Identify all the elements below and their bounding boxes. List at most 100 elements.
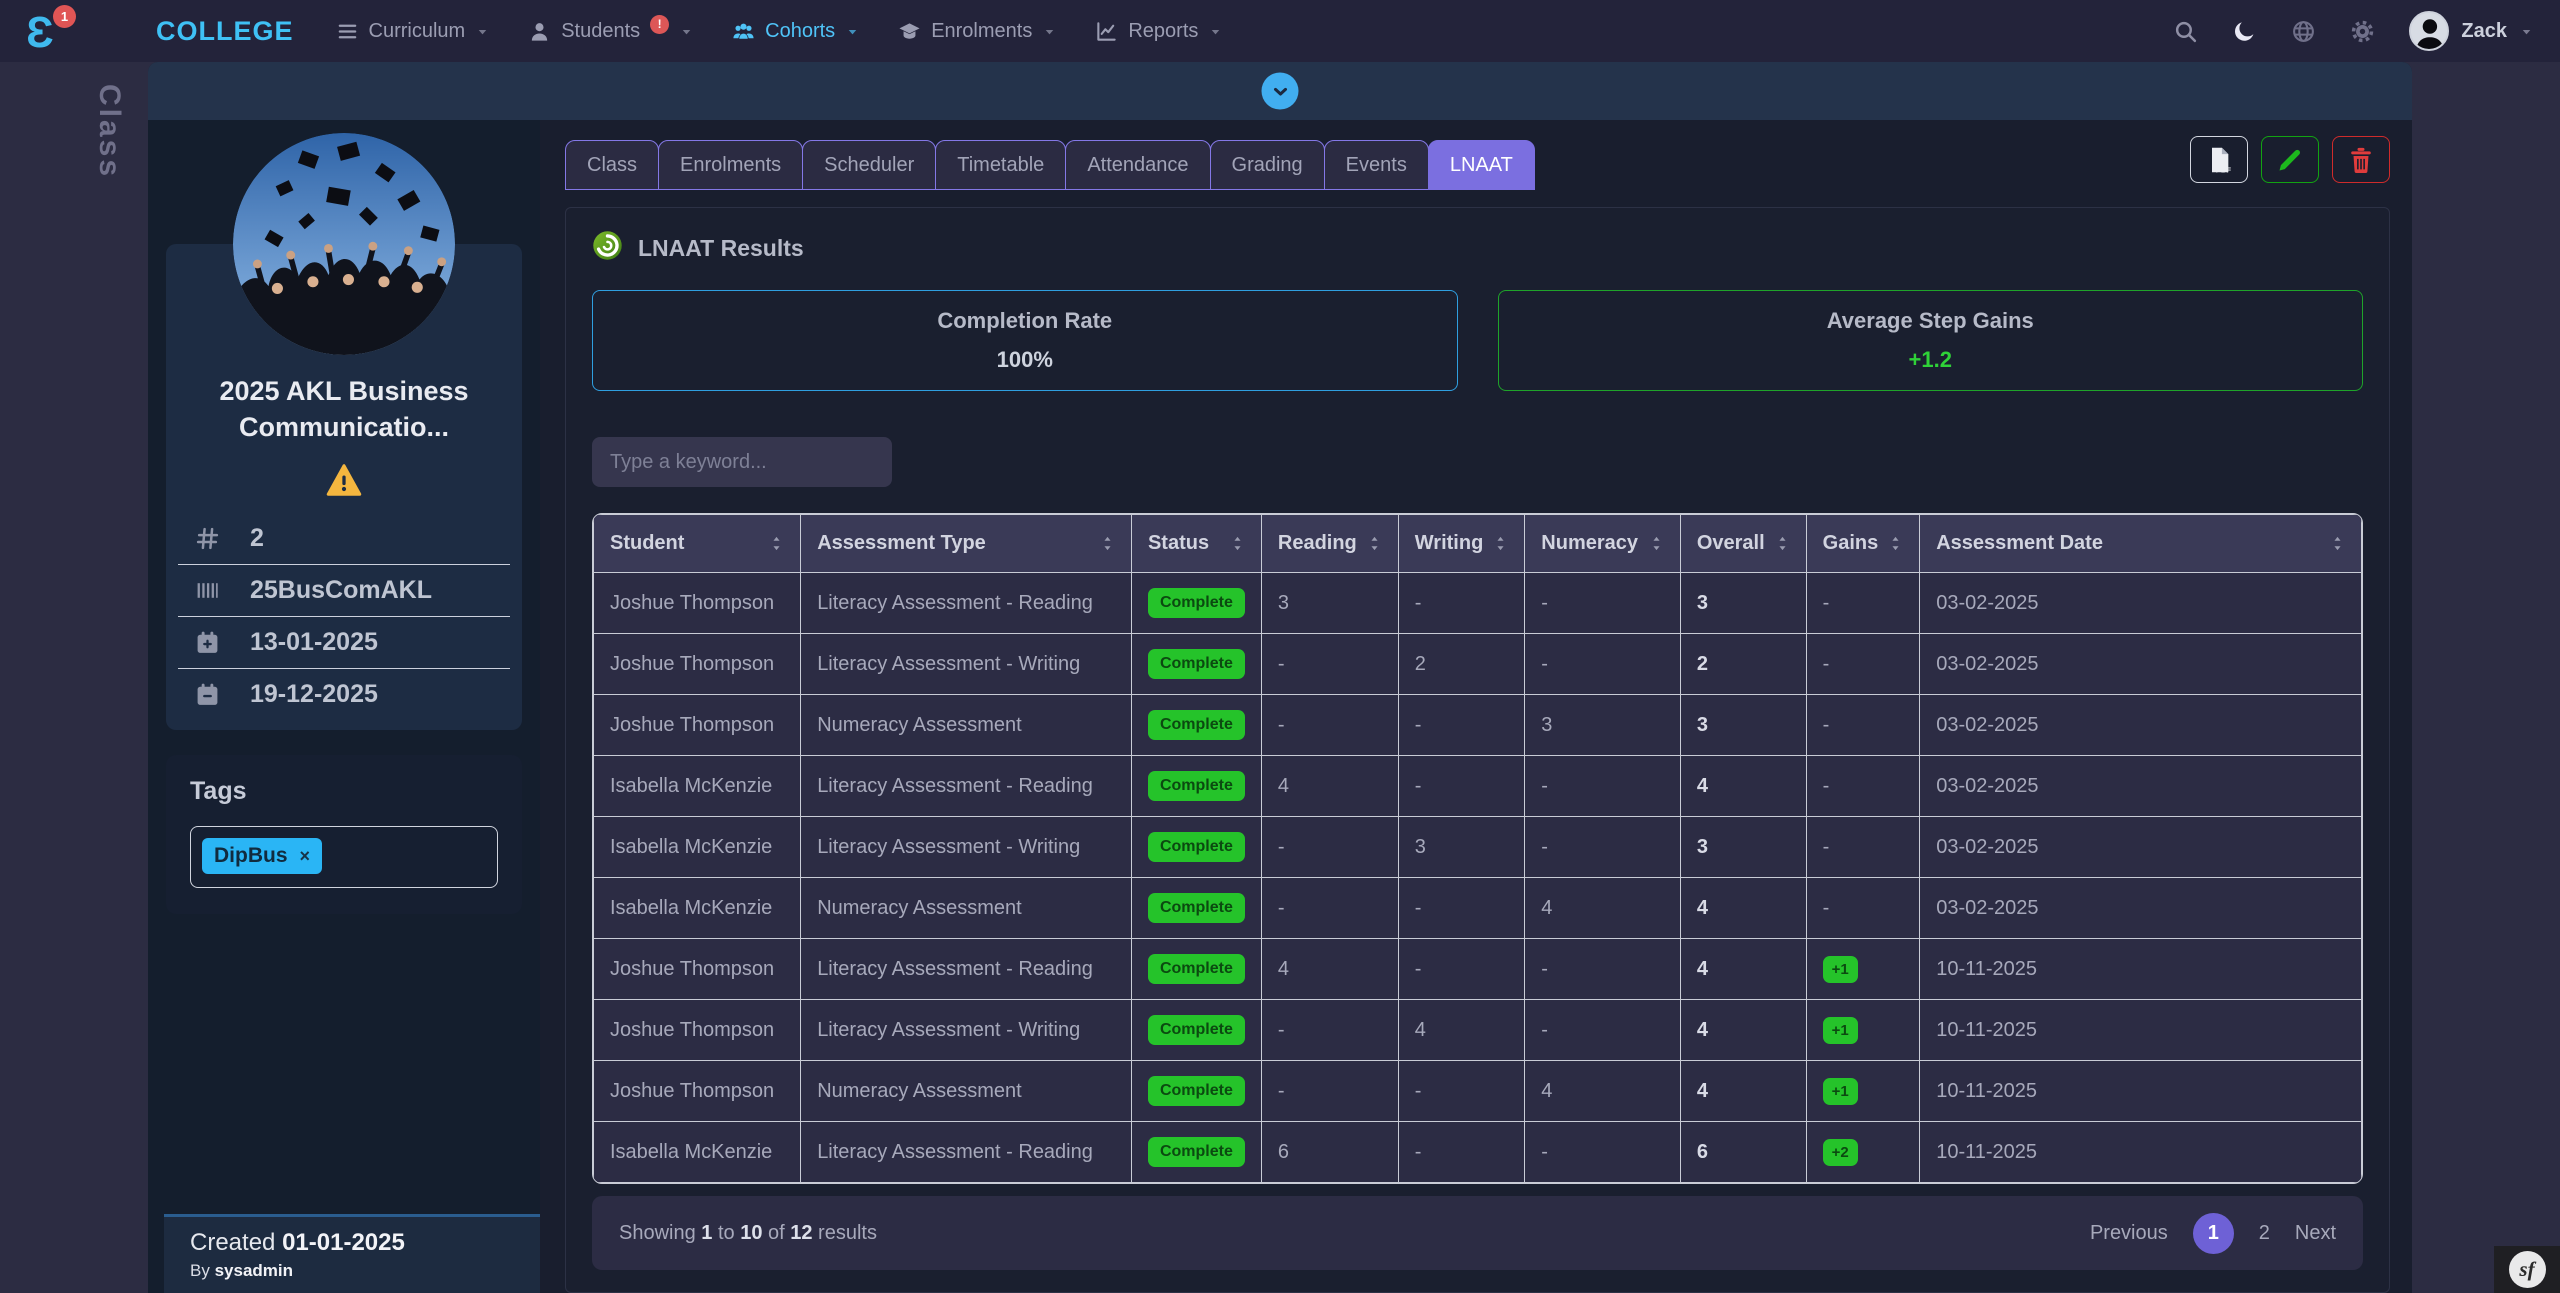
created-label: Created (190, 1229, 275, 1256)
sort-icon (1367, 535, 1382, 552)
app-logo[interactable]: Ɛ 1 (26, 5, 78, 57)
nav-item-students[interactable]: Students! (528, 20, 694, 43)
language-globe-icon[interactable] (2291, 19, 2316, 44)
warning-icon (326, 463, 362, 502)
trash-icon (2347, 146, 2375, 174)
cell-type: Numeracy Assessment (801, 1061, 1132, 1122)
tab-attendance[interactable]: Attendance (1065, 140, 1210, 190)
tab-grading[interactable]: Grading (1210, 140, 1325, 190)
cell-reading: 4 (1261, 756, 1398, 817)
sort-icon (1230, 535, 1245, 552)
nav-item-curriculum[interactable]: Curriculum (336, 20, 491, 43)
delete-button[interactable] (2332, 136, 2390, 183)
stat-card-completion-rate: Completion Rate100% (592, 290, 1458, 391)
pagination-page-1[interactable]: 1 (2193, 1213, 2234, 1254)
pagination-previous[interactable]: Previous (2090, 1222, 2168, 1245)
status-badge: Complete (1148, 1137, 1245, 1167)
tab-lnaat[interactable]: LNAAT (1428, 140, 1535, 190)
tab-timetable[interactable]: Timetable (935, 140, 1066, 190)
created-by-label: By (190, 1261, 210, 1280)
top-navbar: Ɛ 1 COLLEGE Curriculum Students! Cohorts En… (0, 0, 2560, 62)
settings-gear-icon[interactable] (2350, 19, 2375, 44)
tab-scheduler[interactable]: Scheduler (802, 140, 936, 190)
keyword-search-input[interactable] (592, 437, 892, 487)
table-row: Joshue ThompsonLiteracy Assessment - Rea… (594, 939, 2362, 1000)
status-badge: Complete (1148, 710, 1245, 740)
column-label: Assessment Date (1936, 532, 2103, 555)
sort-icon (2330, 535, 2345, 552)
tab-events[interactable]: Events (1324, 140, 1429, 190)
cell-gains: - (1806, 878, 1920, 939)
cell-overall: 2 (1680, 634, 1806, 695)
created-by: sysadmin (215, 1261, 293, 1280)
gains-badge: +1 (1823, 1017, 1858, 1044)
created-date: 01-01-2025 (282, 1229, 405, 1256)
cell-reading: 6 (1261, 1122, 1398, 1183)
main-menu: Curriculum Students! Cohorts Enrolments Repo… (336, 20, 1224, 43)
section-title: LNAAT Results (638, 235, 804, 262)
tab-enrolments[interactable]: Enrolments (658, 140, 803, 190)
column-header-assessment-type[interactable]: Assessment Type (801, 515, 1132, 573)
collapse-panel-button[interactable] (1262, 73, 1299, 110)
cell-reading: - (1261, 695, 1398, 756)
export-pdf-button[interactable]: PDF (2190, 136, 2248, 183)
dark-mode-icon[interactable] (2232, 19, 2257, 44)
nav-item-label: Cohorts (765, 20, 835, 43)
pagination-next[interactable]: Next (2295, 1222, 2336, 1245)
nav-item-enrolments[interactable]: Enrolments (898, 20, 1057, 43)
results-summary-number: 10 (740, 1222, 762, 1244)
cell-type: Literacy Assessment - Reading (801, 939, 1132, 1000)
class-tabs: ClassEnrolmentsSchedulerTimetableAttenda… (565, 140, 1534, 190)
chevron-down-icon (679, 24, 694, 39)
tab-class[interactable]: Class (565, 140, 659, 190)
user-avatar (2409, 11, 2449, 51)
cell-gains: +1 (1806, 939, 1920, 1000)
column-header-numeracy[interactable]: Numeracy (1525, 515, 1681, 573)
cell-student: Isabella McKenzie (594, 1122, 801, 1183)
cell-overall: 4 (1680, 1000, 1806, 1061)
calendar-minus-icon (194, 682, 220, 707)
column-header-status[interactable]: Status (1131, 515, 1261, 573)
class-sidebar: 2025 AKL Business Communicatio... 225Bus… (148, 120, 540, 1293)
edit-button[interactable] (2261, 136, 2319, 183)
nav-item-reports[interactable]: Reports (1095, 20, 1223, 43)
tags-input[interactable]: DipBus × (190, 826, 498, 888)
class-photo (233, 133, 455, 355)
search-icon[interactable] (2173, 19, 2198, 44)
class-info-value: 13-01-2025 (250, 628, 378, 657)
debug-toolbar-button[interactable]: sf (2494, 1246, 2560, 1293)
cell-status: Complete (1131, 573, 1261, 634)
cell-type: Literacy Assessment - Writing (801, 1000, 1132, 1061)
column-header-writing[interactable]: Writing (1398, 515, 1525, 573)
cell-status: Complete (1131, 756, 1261, 817)
column-header-assessment-date[interactable]: Assessment Date (1920, 515, 2362, 573)
stat-title: Completion Rate (937, 308, 1112, 334)
nav-item-label: Curriculum (369, 20, 466, 43)
cell-writing: - (1398, 878, 1525, 939)
pagination: Previous 1 2 Next (2090, 1213, 2336, 1254)
created-info: Created 01-01-2025 By sysadmin (164, 1214, 540, 1293)
tag-label: DipBus (214, 844, 288, 868)
column-label: Numeracy (1541, 532, 1638, 555)
column-header-student[interactable]: Student (594, 515, 801, 573)
cell-overall: 6 (1680, 1122, 1806, 1183)
pagination-page-2[interactable]: 2 (2259, 1222, 2270, 1245)
main-content: ClassEnrolmentsSchedulerTimetableAttenda… (540, 120, 2412, 1293)
cell-date: 03-02-2025 (1920, 878, 2362, 939)
cell-student: Isabella McKenzie (594, 878, 801, 939)
column-header-reading[interactable]: Reading (1261, 515, 1398, 573)
brand-name[interactable]: COLLEGE (156, 16, 294, 47)
cell-numeracy: - (1525, 1122, 1681, 1183)
status-badge: Complete (1148, 588, 1245, 618)
cell-gains: - (1806, 817, 1920, 878)
nav-item-cohorts[interactable]: Cohorts (732, 20, 860, 43)
sort-icon (1493, 535, 1508, 552)
cell-date: 03-02-2025 (1920, 695, 2362, 756)
remove-tag-icon[interactable]: × (300, 847, 311, 865)
column-header-gains[interactable]: Gains (1806, 515, 1920, 573)
action-buttons: PDF (2190, 136, 2390, 190)
user-menu[interactable]: Zack (2409, 11, 2534, 51)
graduation-icon (898, 20, 921, 43)
class-info-row: 13-01-2025 (178, 616, 510, 668)
column-header-overall[interactable]: Overall (1680, 515, 1806, 573)
